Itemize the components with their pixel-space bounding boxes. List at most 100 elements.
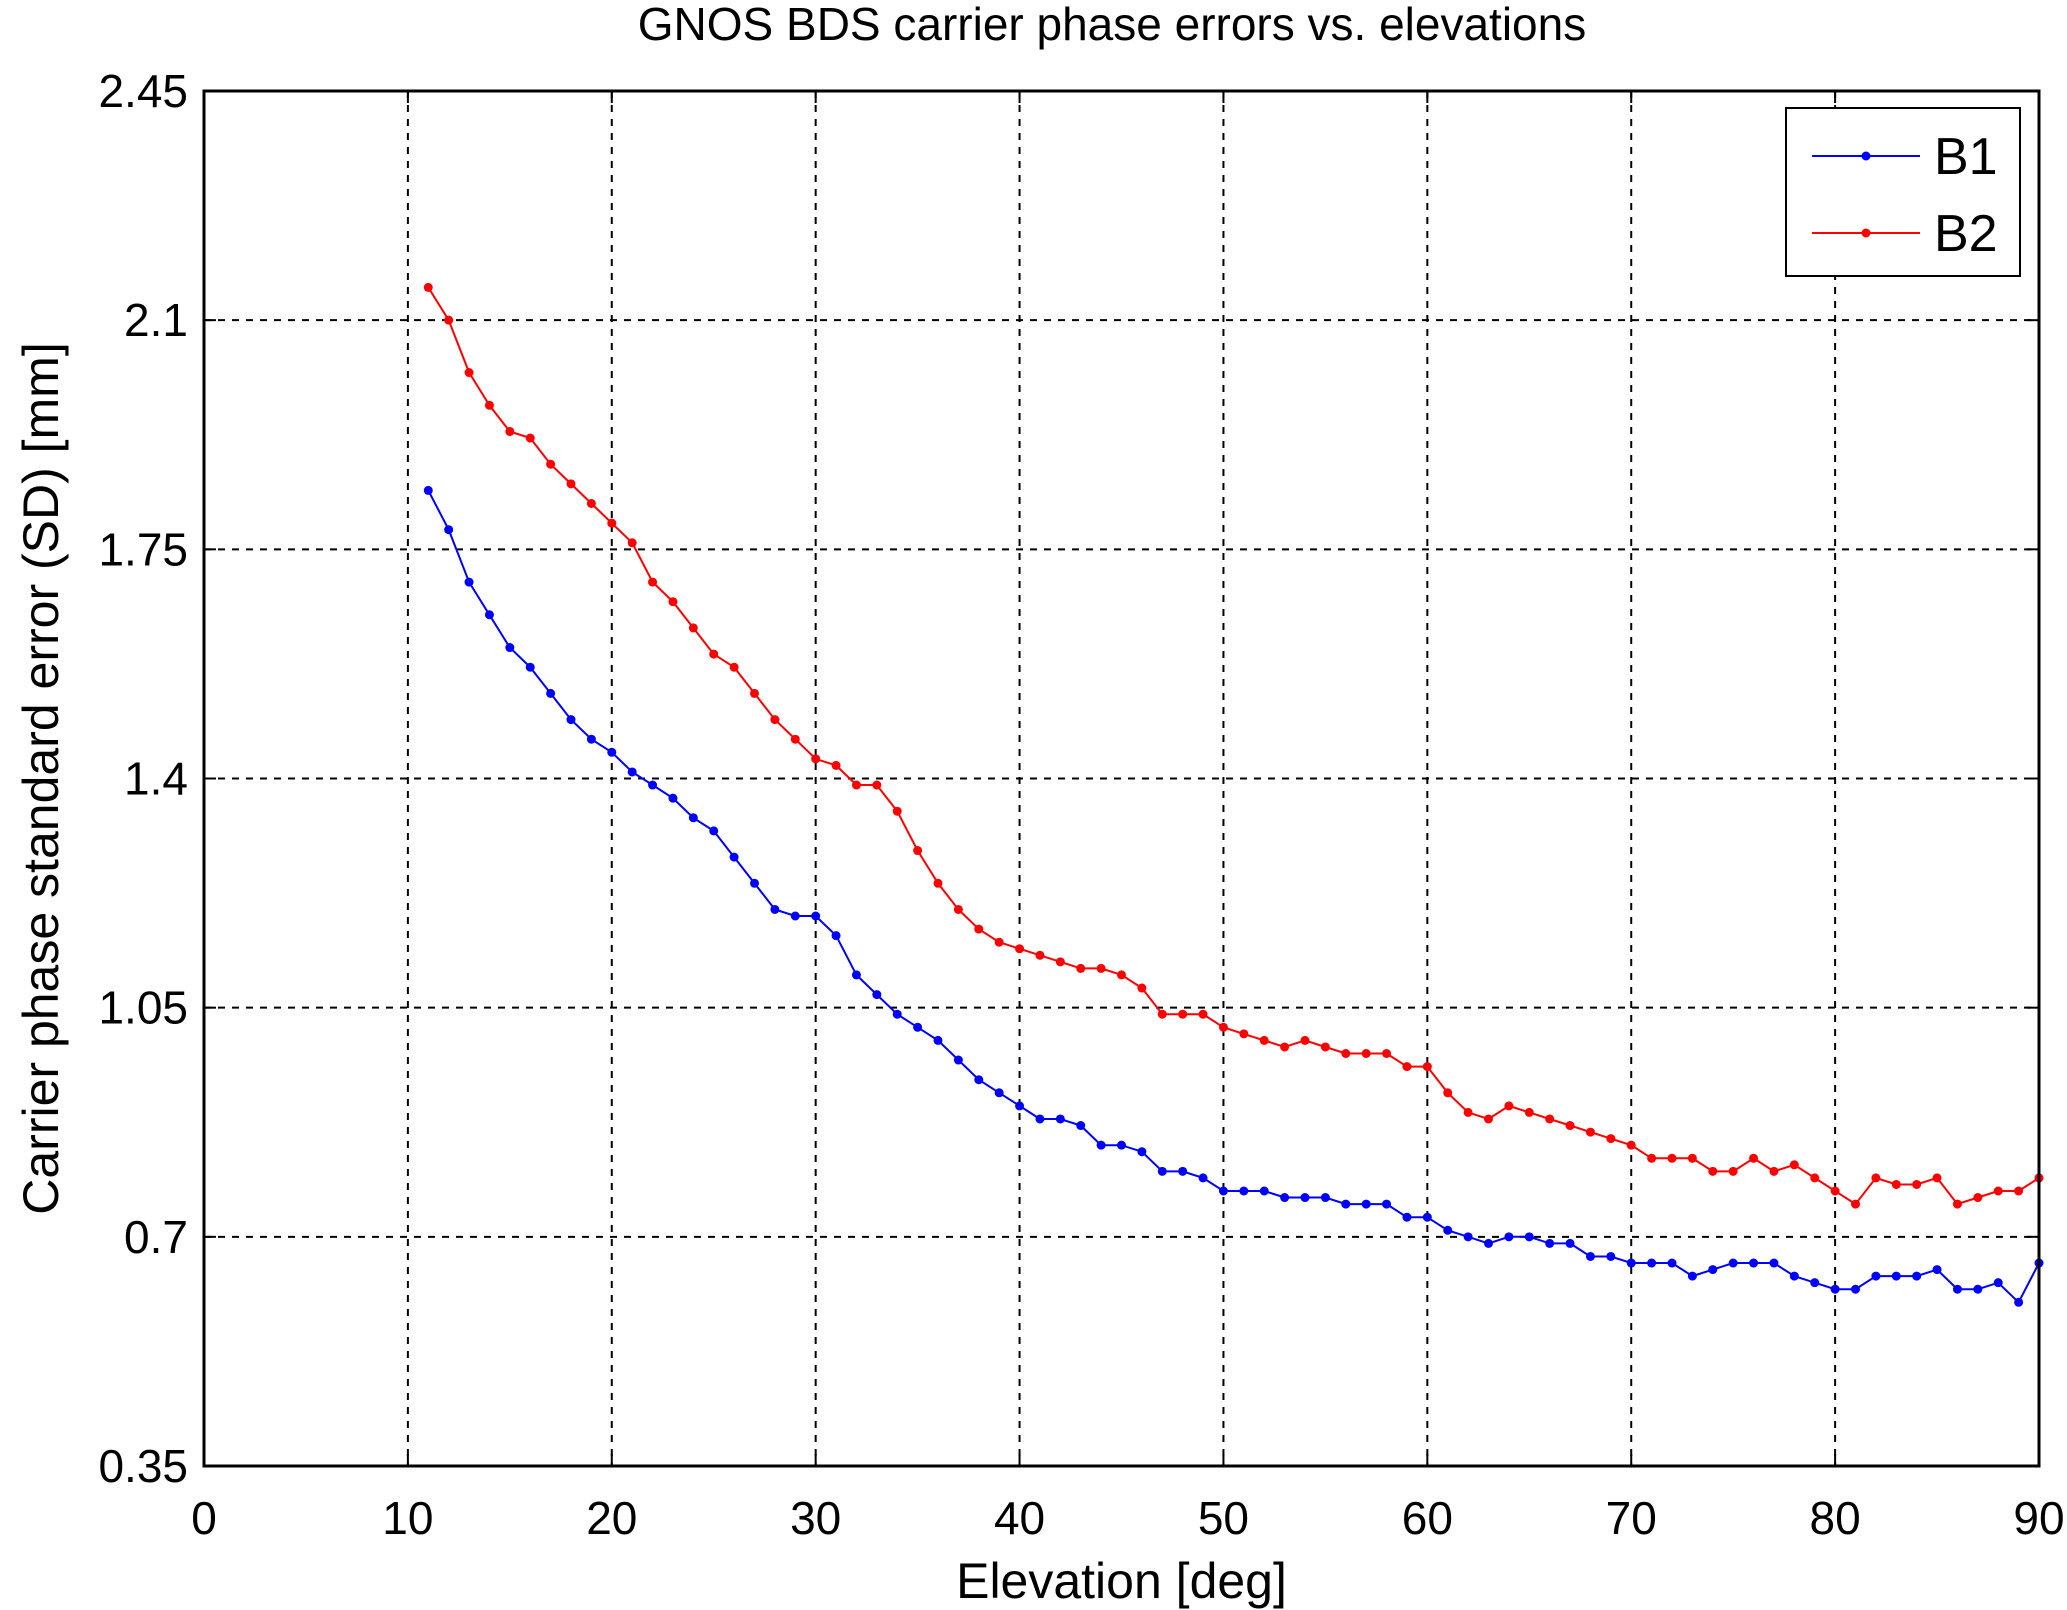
data-point-B1 (933, 1035, 943, 1045)
data-point-B1 (1361, 1199, 1371, 1209)
data-point-B2 (1280, 1042, 1290, 1052)
data-point-B1 (1912, 1271, 1922, 1281)
x-axis-label: Elevation [deg] (956, 1553, 1287, 1609)
data-point-B2 (750, 688, 759, 698)
data-point-B1 (1891, 1271, 1901, 1281)
data-point-B1 (1830, 1284, 1840, 1294)
data-point-B2 (1341, 1049, 1351, 1058)
data-point-B2 (811, 754, 821, 764)
data-point-B1 (1585, 1251, 1595, 1261)
data-point-B1 (423, 485, 433, 495)
data-point-B2 (1402, 1062, 1412, 1072)
data-point-B2 (1667, 1153, 1677, 1163)
data-point-B1 (688, 813, 698, 823)
data-point-B2 (546, 459, 556, 469)
data-point-B1 (464, 577, 474, 587)
data-point-B1 (546, 688, 556, 698)
data-point-B2 (1585, 1127, 1595, 1137)
data-point-B1 (729, 852, 739, 862)
data-point-B1 (1871, 1271, 1881, 1281)
data-point-B2 (1178, 1009, 1188, 1019)
data-point-B2 (1443, 1088, 1453, 1098)
series-B1 (423, 485, 2044, 1307)
x-tick-label: 70 (1606, 1492, 1657, 1544)
data-point-B2 (1035, 950, 1045, 960)
data-point-B1 (1708, 1265, 1718, 1275)
data-point-B1 (1117, 1140, 1126, 1150)
x-tick-label: 80 (1810, 1492, 1861, 1544)
data-point-B1 (1157, 1166, 1167, 1176)
data-point-B2 (1218, 1022, 1228, 1032)
data-point-B1 (607, 747, 617, 757)
data-point-B1 (1524, 1232, 1534, 1242)
data-point-B2 (1993, 1186, 2003, 1196)
y-tick-label: 2.1 (124, 294, 188, 346)
data-point-B2 (1504, 1101, 1514, 1111)
data-point-B2 (851, 780, 861, 790)
data-point-B2 (1973, 1193, 1983, 1203)
data-point-B1 (1015, 1101, 1025, 1111)
data-point-B1 (1667, 1258, 1677, 1268)
data-point-B1 (525, 662, 535, 672)
data-series (423, 282, 2044, 1307)
grid-lines (204, 91, 2039, 1466)
data-point-B1 (1626, 1258, 1636, 1268)
y-tick-label: 2.45 (98, 65, 188, 117)
data-point-B1 (505, 643, 515, 653)
y-tick-label: 1.05 (98, 982, 188, 1034)
data-point-B1 (1259, 1186, 1269, 1196)
data-point-B1 (1973, 1284, 1983, 1294)
data-point-B2 (1117, 970, 1126, 980)
data-point-B1 (1851, 1284, 1860, 1294)
data-point-B2 (1626, 1140, 1636, 1150)
x-tick-label: 90 (2013, 1492, 2064, 1544)
axis-ticks: 0 10 20 30 40 50 60 70 80 90 0.35 0.7 1.05 1.4 1.75 2.1… (98, 65, 2064, 1544)
data-point-B2 (444, 315, 454, 325)
data-point-B2 (1300, 1035, 1310, 1045)
data-point-B2 (1361, 1049, 1371, 1058)
chart-title: GNOS BDS carrier phase errors vs. elevat… (638, 0, 1586, 50)
x-tick-label: 10 (382, 1492, 433, 1544)
data-point-B1 (1789, 1271, 1799, 1281)
data-point-B2 (586, 499, 596, 508)
y-tick-label: 1.4 (124, 753, 188, 805)
data-point-B1 (1728, 1258, 1738, 1268)
data-point-B1 (1810, 1278, 1820, 1288)
data-point-B1 (1382, 1199, 1392, 1209)
data-point-B2 (1952, 1199, 1962, 1209)
series-B2 (423, 282, 2044, 1209)
data-point-B1 (1137, 1147, 1147, 1157)
data-point-B1 (444, 525, 454, 535)
x-tick-label: 60 (1402, 1492, 1453, 1544)
data-point-B2 (1137, 983, 1147, 993)
data-point-B2 (627, 538, 637, 548)
x-tick-label: 20 (586, 1492, 637, 1544)
data-point-B1 (1606, 1251, 1616, 1261)
data-point-B1 (770, 904, 780, 914)
data-point-B1 (1545, 1238, 1555, 1248)
data-point-B2 (1382, 1049, 1392, 1058)
data-point-B2 (1198, 1009, 1208, 1019)
x-tick-label: 50 (1198, 1492, 1249, 1544)
data-point-B2 (1055, 957, 1065, 967)
data-point-B1 (1647, 1258, 1657, 1268)
data-point-B2 (1830, 1186, 1840, 1196)
data-point-B2 (913, 846, 923, 856)
data-point-B2 (607, 518, 617, 528)
data-point-B1 (648, 780, 658, 790)
data-point-B2 (1891, 1179, 1901, 1189)
data-point-B2 (1708, 1166, 1718, 1176)
data-point-B1 (1035, 1114, 1045, 1124)
data-point-B2 (1320, 1042, 1330, 1052)
y-tick-label: 0.7 (124, 1211, 188, 1263)
data-point-B1 (1484, 1238, 1493, 1248)
data-point-B1 (892, 1009, 902, 1019)
data-point-B2 (1545, 1114, 1555, 1124)
data-point-B1 (953, 1055, 963, 1065)
data-point-B2 (1871, 1173, 1881, 1183)
data-point-B2 (1015, 944, 1025, 954)
data-point-B1 (1565, 1238, 1575, 1248)
x-tick-label: 0 (191, 1492, 217, 1544)
